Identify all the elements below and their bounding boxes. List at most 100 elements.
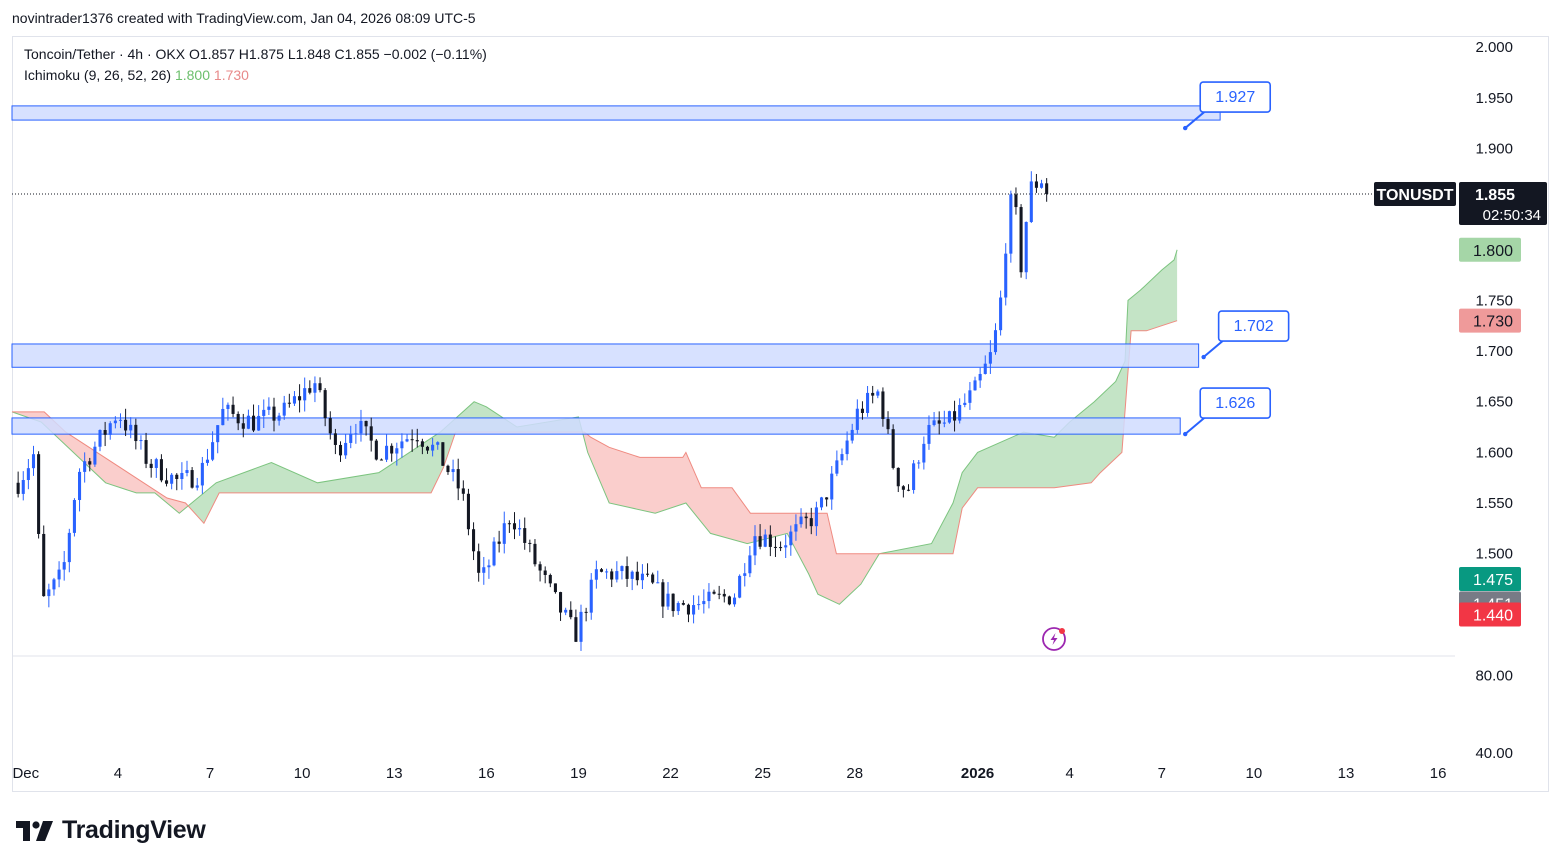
- callout-label-1: 1.702: [1234, 318, 1274, 335]
- x-tick-7: 22: [662, 765, 679, 782]
- candle-body-27: [154, 459, 158, 468]
- candle-body-166: [866, 392, 870, 413]
- price-callouts[interactable]: 1.927 1.702 1.626: [1183, 81, 1290, 437]
- candle-body-119: [625, 566, 629, 579]
- candle-body-176: [917, 462, 921, 464]
- candle-body-46: [251, 415, 256, 431]
- ichimoku-label: Ichimoku (9, 26, 52, 26): [24, 67, 172, 83]
- candle-body-58: [313, 383, 317, 393]
- candle-body-121: [635, 571, 639, 581]
- candle-body-92: [487, 565, 491, 568]
- candle-body-74: [395, 448, 399, 454]
- candle-body-161: [840, 454, 844, 461]
- candle-body-104: [548, 574, 552, 584]
- last-price-badge: [1459, 182, 1547, 226]
- ichimoku-legend[interactable]: Ichimoku (9, 26, 52, 26) 1.800 1.730: [24, 67, 249, 83]
- ichimoku-span-a-value: 1.800: [174, 67, 211, 83]
- time-scale[interactable]: Dec 4 7 10 13 16 19 22 25 28 2026 4 7 10 13 16: [12, 765, 1446, 782]
- candle-body-90: [477, 551, 481, 573]
- callout-anchor-1: [1201, 354, 1206, 360]
- alert-icon[interactable]: [1042, 627, 1066, 651]
- callout-box-1[interactable]: [1217, 310, 1290, 342]
- candle-body-6: [47, 589, 51, 597]
- candle-body-1: [21, 480, 25, 494]
- candle-body-30: [170, 474, 174, 484]
- scale-badge-2: [1459, 567, 1521, 592]
- candle-body-193: [1004, 253, 1008, 298]
- candle-body-44: [241, 423, 245, 429]
- candle-body-56: [303, 388, 307, 401]
- candle-body-25: [144, 440, 148, 464]
- callout-leader-2: [1184, 417, 1205, 435]
- x-tick-10: 2026: [961, 765, 994, 782]
- lower-pane-scale: 80.00 40.00: [1475, 667, 1513, 762]
- candle-body-132: [692, 605, 696, 615]
- candle-body-23: [134, 424, 138, 442]
- candle-body-190: [988, 352, 992, 364]
- scale-badge-label-2: 1.475: [1473, 572, 1513, 589]
- candle-body-63: [338, 444, 343, 456]
- candle-body-160: [835, 460, 839, 474]
- candle-body-10: [67, 532, 71, 563]
- x-tick-11: 4: [1066, 765, 1074, 782]
- candle-body-182: [947, 411, 951, 423]
- x-tick-14: 13: [1338, 765, 1355, 782]
- candle-body-34: [190, 470, 194, 488]
- candle-body-86: [456, 469, 460, 489]
- candle-body-17: [103, 430, 107, 435]
- candle-body-26: [149, 463, 153, 468]
- candle-body-123: [645, 573, 650, 575]
- tradingview-logo[interactable]: TradingView: [16, 816, 206, 845]
- candle-body-102: [538, 564, 542, 571]
- candle-body-9: [62, 562, 66, 570]
- candle-body-139: [727, 596, 731, 605]
- candle-body-116: [610, 571, 614, 580]
- zone-0[interactable]: [11, 105, 1221, 121]
- candle-body-171: [891, 429, 895, 468]
- candle-body-101: [533, 543, 537, 565]
- candle-body-75: [400, 441, 404, 449]
- candle-body-76: [405, 439, 409, 442]
- scale-badges: 1.8001.7301.4751.4511.440TONUSDT1.85502:…: [1374, 182, 1547, 627]
- candle-body-172: [896, 467, 900, 487]
- bar-countdown: 02:50:34: [1483, 207, 1541, 224]
- x-tick-0: Dec: [12, 765, 39, 782]
- x-tick-12: 7: [1158, 765, 1166, 782]
- zone-1[interactable]: [11, 343, 1200, 368]
- candle-body-47: [257, 415, 261, 431]
- candle-body-141: [738, 575, 742, 598]
- candle-body-21: [124, 419, 128, 431]
- candle-body-117: [615, 571, 619, 580]
- candle-body-80: [425, 446, 430, 451]
- candle-body-71: [379, 459, 383, 461]
- candle-body-88: [466, 493, 470, 530]
- candle-body-144: [753, 536, 757, 556]
- candle-body-60: [323, 390, 327, 419]
- candle-body-187: [973, 380, 977, 391]
- callout-box-0[interactable]: [1199, 81, 1272, 113]
- candle-body-83: [441, 442, 445, 466]
- candle-body-43: [236, 413, 240, 424]
- callout-leader-0: [1184, 111, 1205, 129]
- candle-body-20: [118, 419, 123, 421]
- zone-2[interactable]: [11, 417, 1181, 435]
- candle-body-157: [819, 497, 824, 508]
- x-tick-2: 7: [206, 765, 214, 782]
- support-resistance-zones[interactable]: [11, 105, 1221, 435]
- candle-body-33: [185, 470, 189, 473]
- price-scale[interactable]: 2.000 1.950 1.900 1.750 1.700 1.650 1.600 1.550…: [1475, 39, 1513, 563]
- candle-body-73: [390, 445, 394, 454]
- candle-body-111: [584, 611, 588, 613]
- candle-body-146: [763, 534, 767, 547]
- candle-body-53: [287, 402, 291, 404]
- y-tick-8: 1.500: [1475, 546, 1513, 563]
- callout-anchor-0: [1183, 125, 1188, 131]
- candle-body-198: [1029, 181, 1033, 222]
- callout-box-2[interactable]: [1199, 387, 1272, 419]
- symbol-tag-label: TONUSDT: [1376, 187, 1453, 204]
- candle-body-39: [216, 425, 220, 443]
- span-b-line: [12, 320, 1178, 555]
- candle-body-97: [512, 523, 517, 530]
- scale-badge-label-1: 1.730: [1473, 314, 1513, 331]
